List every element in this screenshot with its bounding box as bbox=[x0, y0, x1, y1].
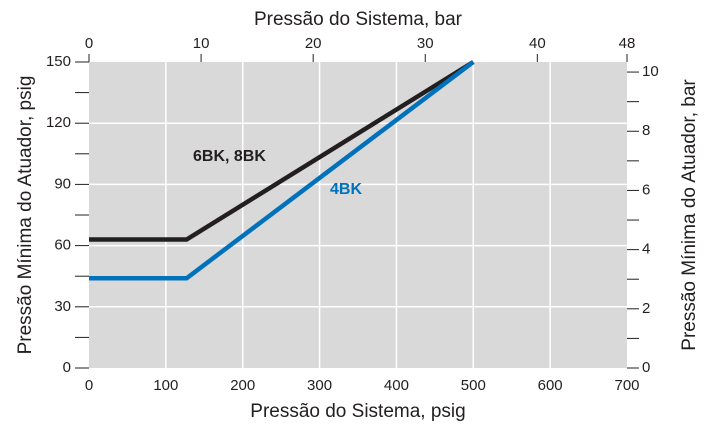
series-label: 4BK bbox=[330, 181, 362, 198]
x-tick-label: 200 bbox=[230, 377, 255, 394]
plot-area bbox=[89, 62, 627, 368]
x-tick-label: 600 bbox=[538, 377, 563, 394]
y2-tick-label: 4 bbox=[642, 241, 650, 258]
y2-axis-title: Pressão Mínima do Atuador, bar bbox=[679, 79, 700, 351]
y-tick-label: 60 bbox=[54, 237, 71, 254]
y-tick-label: 120 bbox=[46, 114, 71, 131]
x2-tick-label: 30 bbox=[417, 35, 434, 52]
x2-tick-label: 40 bbox=[529, 35, 546, 52]
x2-axis-title: Pressão do Sistema, bar bbox=[254, 9, 463, 30]
x-tick-label: 500 bbox=[461, 377, 486, 394]
y-tick-label: 90 bbox=[54, 175, 71, 192]
series-line bbox=[89, 60, 475, 281]
x-tick-label: 700 bbox=[614, 377, 639, 394]
y-tick-label: 30 bbox=[54, 298, 71, 315]
y2-tick-label: 8 bbox=[642, 122, 650, 139]
y2-tick-label: 0 bbox=[642, 359, 650, 376]
x2-tick-label: 20 bbox=[305, 35, 322, 52]
y2-tick-label: 2 bbox=[642, 300, 650, 317]
x-tick-label: 100 bbox=[153, 377, 178, 394]
y-tick-label: 0 bbox=[63, 359, 71, 376]
y2-tick-label: 6 bbox=[642, 181, 650, 198]
series-label: 6BK, 8BK bbox=[193, 148, 266, 165]
x2-tick-label: 48 bbox=[619, 35, 636, 52]
x-axis-title: Pressão do Sistema, psig bbox=[250, 401, 465, 422]
x-tick-label: 400 bbox=[384, 377, 409, 394]
y-axis-title: Pressão Mínima do Atuador, psig bbox=[15, 76, 36, 355]
x2-tick-label: 0 bbox=[85, 35, 93, 52]
x2-tick-label: 10 bbox=[193, 35, 210, 52]
x-tick-label: 300 bbox=[307, 377, 332, 394]
y-tick-label: 150 bbox=[46, 53, 71, 70]
x-tick-label: 0 bbox=[85, 377, 93, 394]
y2-tick-label: 10 bbox=[642, 63, 659, 80]
series-line bbox=[89, 60, 475, 242]
